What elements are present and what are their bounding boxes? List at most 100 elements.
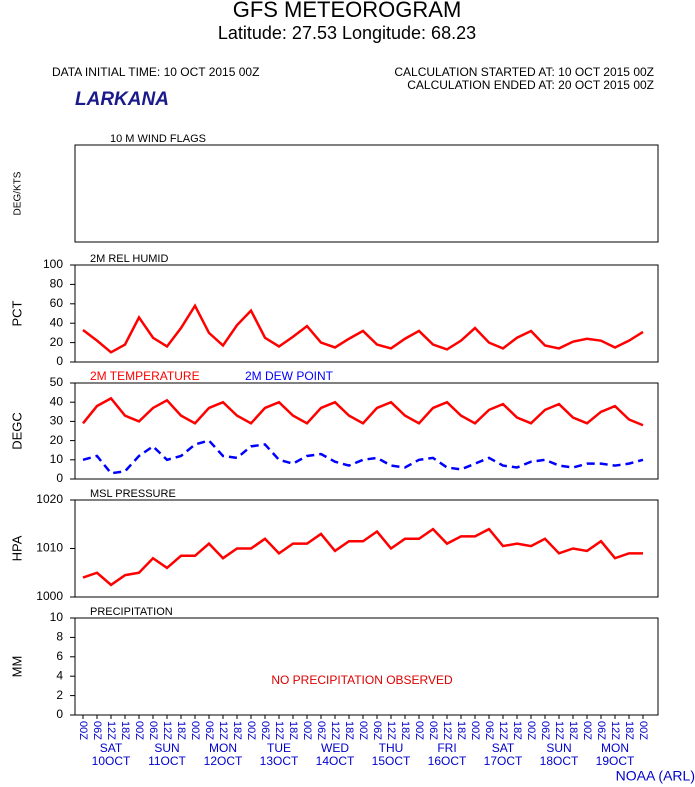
day-label: FRI [437, 741, 456, 755]
x-tick-label: 06Z [203, 721, 215, 740]
legend-entry: 2M TEMPERATURE [90, 369, 200, 383]
calc-ended: CALCULATION ENDED AT: 20 OCT 2015 00Z [407, 78, 654, 92]
x-tick-label: 12Z [329, 721, 341, 740]
x-tick-label: 12Z [553, 721, 565, 740]
y-axis-label: DEG/KTS [13, 171, 24, 215]
subtitle: Latitude: 27.53 Longitude: 68.23 [218, 23, 476, 43]
y-tick-label: 8 [56, 630, 63, 644]
x-tick-label: 00Z [133, 721, 145, 740]
y-tick-label: 6 [56, 649, 63, 663]
series-line [82, 303, 644, 354]
day-label: SUN [154, 741, 179, 755]
y-axis-label: MM [9, 656, 24, 678]
x-tick-label: 00Z [245, 721, 257, 740]
y-tick-label: 20 [50, 335, 64, 349]
y-tick-label: 10 [50, 452, 64, 466]
day-label: SAT [100, 741, 123, 755]
series-line [82, 396, 644, 427]
x-tick-label: 18Z [399, 721, 411, 740]
x-tick-label: 18Z [287, 721, 299, 740]
x-tick-label: 06Z [147, 721, 159, 740]
x-tick-label: 00Z [357, 721, 369, 740]
day-label: THU [379, 741, 404, 755]
y-tick-label: 1010 [36, 541, 63, 555]
title: GFS METEOROGRAM [233, 0, 462, 22]
x-tick-label: 06Z [539, 721, 551, 740]
x-tick-label: 00Z [189, 721, 201, 740]
x-tick-label: 12Z [273, 721, 285, 740]
date-label: 10OCT [92, 754, 131, 768]
date-label: 17OCT [484, 754, 523, 768]
x-tick-label: 18Z [511, 721, 523, 740]
y-tick-label: 40 [50, 315, 64, 329]
y-tick-label: 1020 [36, 492, 63, 506]
date-label: 19OCT [596, 754, 635, 768]
series-line [82, 527, 643, 587]
date-label: 16OCT [428, 754, 467, 768]
panel-title: 2M REL HUMID [90, 253, 168, 265]
panel-frame [74, 617, 659, 716]
y-tick-label: 2 [56, 688, 63, 702]
day-label: MON [601, 741, 629, 755]
station: LARKANA [75, 89, 169, 110]
x-tick-label: 12Z [161, 721, 173, 740]
panel-title: 10 M WIND FLAGS [110, 133, 206, 145]
initial-time: DATA INITIAL TIME: 10 OCT 2015 00Z [52, 65, 259, 79]
y-tick-label: 50 [50, 375, 64, 389]
x-tick-label: 06Z [371, 721, 383, 740]
annotation: NO PRECIPITATION OBSERVED [271, 673, 453, 687]
panel-title: MSL PRESSURE [90, 488, 176, 500]
date-label: 12OCT [204, 754, 243, 768]
x-tick-label: 12Z [497, 721, 509, 740]
x-tick-label: 12Z [385, 721, 397, 740]
panel-frame [74, 382, 659, 480]
x-tick-label: 00Z [469, 721, 481, 740]
day-label: MON [209, 741, 237, 755]
y-axis-label: HPA [9, 535, 24, 561]
day-label: WED [321, 741, 349, 755]
x-tick-label: 12Z [609, 721, 621, 740]
x-tick-label: 18Z [119, 721, 131, 740]
x-tick-label: 06Z [259, 721, 271, 740]
panel-title: PRECIPITATION [90, 606, 173, 618]
calc-started: CALCULATION STARTED AT: 10 OCT 2015 00Z [394, 65, 654, 79]
day-label: TUE [267, 741, 291, 755]
x-tick-label: 12Z [105, 721, 117, 740]
y-tick-label: 0 [56, 707, 63, 721]
y-axis-label: PCT [9, 300, 24, 326]
y-axis-label: DEGC [9, 412, 24, 450]
y-tick-label: 100 [43, 257, 63, 271]
credit: NOAA (ARL) [616, 768, 695, 784]
x-tick-label: 18Z [175, 721, 187, 740]
series-line [82, 439, 644, 475]
date-label: 15OCT [372, 754, 411, 768]
x-tick-label: 06Z [315, 721, 327, 740]
x-tick-label: 06Z [91, 721, 103, 740]
y-tick-label: 0 [56, 354, 63, 368]
panel-frame [74, 144, 659, 243]
y-tick-label: 0 [56, 471, 63, 485]
x-tick-label: 00Z [525, 721, 537, 740]
y-tick-label: 80 [50, 277, 64, 291]
y-tick-label: 4 [56, 668, 63, 682]
x-tick-label: 06Z [427, 721, 439, 740]
date-label: 18OCT [540, 754, 579, 768]
x-tick-label: 18Z [231, 721, 243, 740]
y-tick-label: 60 [50, 296, 64, 310]
x-tick-label: 00Z [637, 721, 649, 740]
y-tick-label: 40 [50, 394, 64, 408]
y-tick-label: 1000 [36, 589, 63, 603]
x-tick-label: 12Z [217, 721, 229, 740]
day-label: SAT [492, 741, 515, 755]
panel-frame [74, 264, 659, 363]
x-tick-label: 00Z [413, 721, 425, 740]
y-tick-label: 20 [50, 433, 64, 447]
legend-entry: 2M DEW POINT [245, 369, 334, 383]
y-tick-label: 10 [50, 610, 64, 624]
date-label: 11OCT [148, 754, 186, 768]
x-tick-label: 00Z [301, 721, 313, 740]
date-label: 14OCT [316, 754, 355, 768]
x-tick-label: 06Z [595, 721, 607, 740]
x-tick-label: 18Z [343, 721, 355, 740]
y-tick-label: 30 [50, 414, 64, 428]
